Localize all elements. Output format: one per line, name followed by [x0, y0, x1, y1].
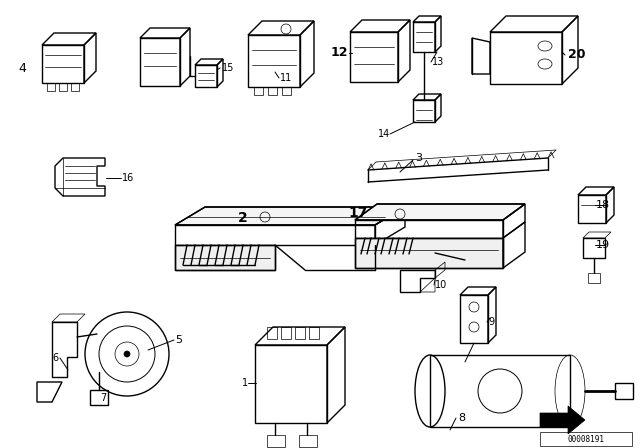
Bar	[255, 345, 327, 423]
Bar	[299, 435, 317, 447]
Bar	[413, 100, 435, 122]
Bar	[350, 32, 398, 82]
Bar	[254, 87, 263, 95]
Bar	[490, 32, 562, 84]
Text: 17: 17	[348, 206, 367, 220]
Text: 11: 11	[280, 73, 292, 83]
Bar	[140, 38, 180, 86]
Bar	[248, 35, 300, 87]
Bar	[71, 83, 79, 91]
Text: 5: 5	[175, 335, 182, 345]
Text: 1: 1	[242, 378, 248, 388]
Text: 20: 20	[568, 48, 586, 61]
Polygon shape	[355, 204, 525, 220]
Bar	[281, 327, 291, 339]
Text: 3: 3	[415, 153, 422, 163]
Bar	[588, 273, 600, 283]
Bar	[615, 383, 633, 399]
Bar	[430, 355, 570, 427]
Bar	[59, 83, 67, 91]
Text: 18: 18	[596, 200, 610, 210]
Text: 14: 14	[378, 129, 390, 139]
Text: 6: 6	[52, 353, 58, 363]
Text: 19: 19	[596, 240, 610, 250]
Text: 00008191: 00008191	[568, 435, 605, 444]
Bar	[282, 87, 291, 95]
Text: 2: 2	[238, 211, 248, 225]
Text: 4: 4	[18, 61, 26, 74]
Bar	[90, 390, 108, 405]
Text: 9: 9	[488, 317, 494, 327]
Bar	[267, 435, 285, 447]
Bar	[309, 327, 319, 339]
Text: 16: 16	[122, 173, 134, 183]
Text: 15: 15	[222, 63, 234, 73]
Circle shape	[124, 351, 130, 357]
Bar	[47, 83, 55, 91]
Polygon shape	[175, 245, 275, 270]
Bar	[413, 22, 435, 52]
Bar	[268, 87, 277, 95]
Text: 8: 8	[458, 413, 465, 423]
Text: 12: 12	[330, 47, 348, 60]
Text: 7: 7	[100, 393, 106, 403]
Text: 13: 13	[432, 57, 444, 67]
Bar	[267, 327, 277, 339]
Bar	[540, 432, 632, 446]
Bar	[195, 65, 217, 87]
Polygon shape	[540, 406, 585, 434]
Bar	[583, 238, 605, 258]
Bar	[42, 45, 84, 83]
Text: 10: 10	[435, 280, 447, 290]
Bar	[460, 295, 488, 343]
Bar	[578, 195, 606, 223]
Polygon shape	[355, 238, 503, 268]
Bar	[295, 327, 305, 339]
Polygon shape	[175, 207, 405, 225]
